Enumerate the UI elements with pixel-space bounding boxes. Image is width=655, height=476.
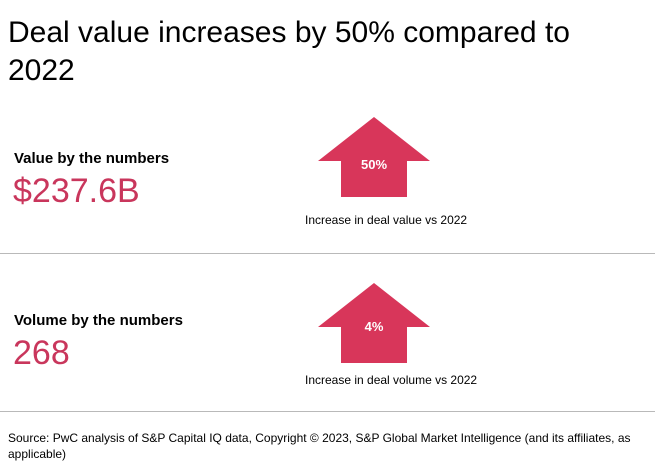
volume-label: Volume by the numbers xyxy=(14,312,183,329)
value-amount: $237.6B xyxy=(13,172,140,210)
volume-section: Volume by the numbers 268 4% Increase in… xyxy=(0,254,655,411)
up-arrow-icon xyxy=(318,117,430,197)
value-label: Value by the numbers xyxy=(14,150,170,167)
source-note: Source: PwC analysis of S&P Capital IQ d… xyxy=(8,431,631,461)
page-title: Deal value increases by 50% compared to … xyxy=(8,16,570,87)
section-divider xyxy=(0,253,655,254)
up-arrow-icon xyxy=(318,283,430,363)
volume-change-caption: Increase in deal volume vs 2022 xyxy=(305,373,478,387)
footer-divider xyxy=(0,411,655,412)
volume-change-percent: 4% xyxy=(364,319,384,334)
value-change-caption: Increase in deal value vs 2022 xyxy=(305,213,468,227)
value-change-percent: 50% xyxy=(360,157,388,172)
value-section: Value by the numbers $237.6B 50% Increas… xyxy=(0,108,655,253)
volume-amount: 268 xyxy=(13,334,70,372)
volume-change-arrow: 4% xyxy=(318,283,430,363)
value-change-arrow: 50% xyxy=(318,117,430,197)
